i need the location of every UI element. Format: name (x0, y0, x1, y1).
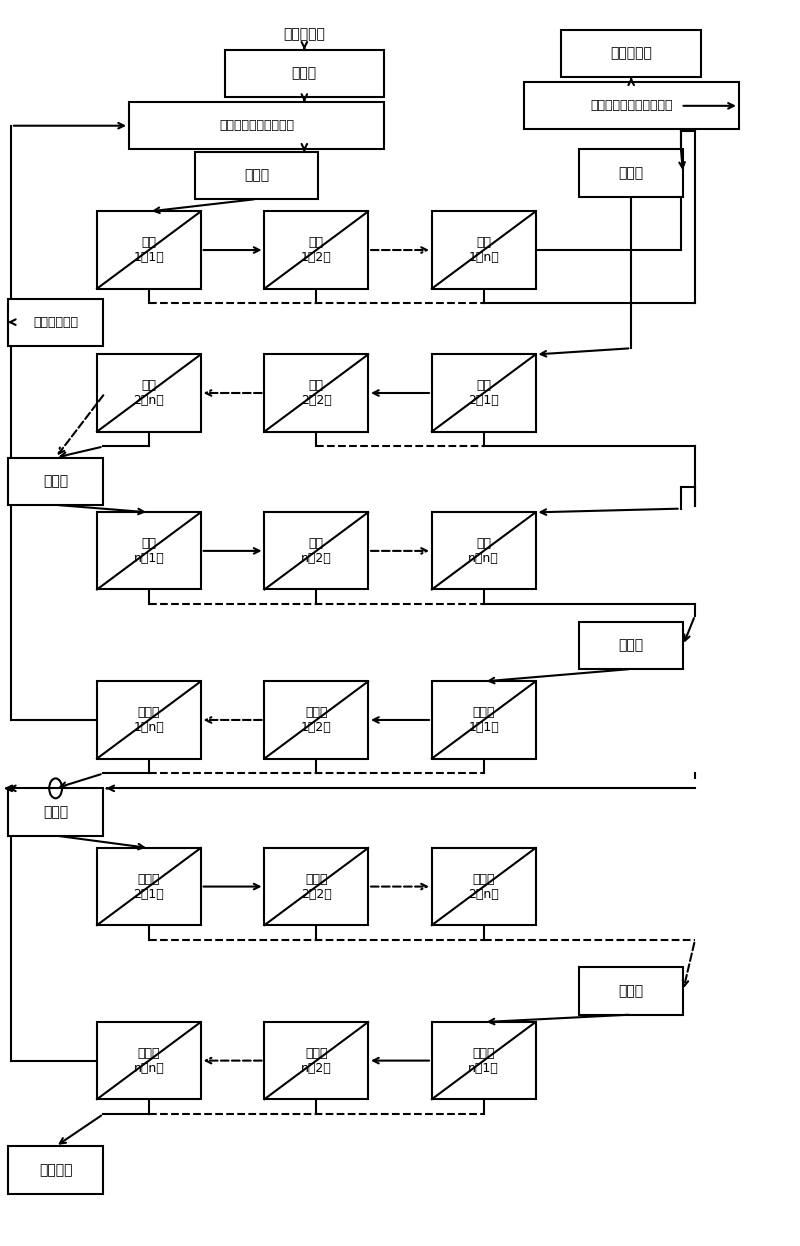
FancyBboxPatch shape (265, 849, 368, 925)
FancyBboxPatch shape (194, 152, 318, 199)
Text: 预处理: 预处理 (292, 66, 317, 81)
FancyBboxPatch shape (8, 299, 103, 345)
Text: 纳滤
n级1段: 纳滤 n级1段 (134, 537, 164, 564)
FancyBboxPatch shape (225, 50, 384, 97)
FancyBboxPatch shape (97, 682, 201, 759)
Text: 反渗透
n级2段: 反渗透 n级2段 (301, 1047, 332, 1074)
Text: 高压泵: 高压泵 (244, 168, 269, 182)
Text: 纳滤
n级2段: 纳滤 n级2段 (301, 537, 332, 564)
FancyBboxPatch shape (579, 150, 683, 197)
FancyBboxPatch shape (265, 682, 368, 759)
Text: 无水硫酸钠: 无水硫酸钠 (610, 46, 652, 61)
FancyBboxPatch shape (432, 682, 535, 759)
Text: 纳滤
2级n段: 纳滤 2级n段 (134, 379, 164, 407)
Text: 反渗透
n级n段: 反渗透 n级n段 (134, 1047, 164, 1074)
FancyBboxPatch shape (265, 512, 368, 589)
FancyBboxPatch shape (97, 512, 201, 589)
Text: 纳滤
1级n段: 纳滤 1级n段 (468, 235, 499, 264)
Text: 反渗透浓缩液: 反渗透浓缩液 (33, 315, 78, 329)
FancyBboxPatch shape (432, 849, 535, 925)
Text: 反渗透
2级n段: 反渗透 2级n段 (468, 872, 499, 901)
FancyBboxPatch shape (579, 622, 683, 669)
FancyBboxPatch shape (562, 30, 701, 77)
FancyBboxPatch shape (432, 1022, 535, 1099)
FancyBboxPatch shape (265, 212, 368, 289)
Text: 高压泵: 高压泵 (618, 638, 644, 653)
Text: 高压泵: 高压泵 (618, 166, 644, 179)
FancyBboxPatch shape (579, 967, 683, 1014)
FancyBboxPatch shape (265, 1022, 368, 1099)
Text: 硫酸钠废水: 硫酸钠废水 (283, 26, 326, 41)
Text: 纳滤
n级n段: 纳滤 n级n段 (468, 537, 499, 564)
Text: 纳滤
1级2段: 纳滤 1级2段 (301, 235, 332, 264)
FancyBboxPatch shape (432, 212, 535, 289)
FancyBboxPatch shape (97, 212, 201, 289)
Text: 反渗透
1级1段: 反渗透 1级1段 (468, 706, 499, 734)
Text: 纳滤
1级1段: 纳滤 1级1段 (134, 235, 164, 264)
Text: 高压泵: 高压泵 (618, 984, 644, 998)
Text: 反渗透
2级2段: 反渗透 2级2段 (301, 872, 332, 901)
FancyBboxPatch shape (129, 102, 384, 150)
Text: 预处理后的硫酸钠原液: 预处理后的硫酸钠原液 (219, 120, 294, 132)
FancyBboxPatch shape (432, 354, 535, 431)
Text: 反渗透
1级2段: 反渗透 1级2段 (301, 706, 332, 734)
FancyBboxPatch shape (432, 512, 535, 589)
Text: 高压泵: 高压泵 (43, 475, 68, 488)
Text: 纳滤
2级1段: 纳滤 2级1段 (468, 379, 499, 407)
Text: 纳滤浓缩液多效蒸发结晶: 纳滤浓缩液多效蒸发结晶 (590, 100, 673, 112)
FancyBboxPatch shape (523, 82, 739, 130)
Text: 反渗透
n级1段: 反渗透 n级1段 (468, 1047, 499, 1074)
FancyBboxPatch shape (97, 1022, 201, 1099)
Text: 高压泵: 高压泵 (43, 805, 68, 819)
Text: 纳滤
2级2段: 纳滤 2级2段 (301, 379, 332, 407)
Text: 反渗透
1级n段: 反渗透 1级n段 (134, 706, 164, 734)
FancyBboxPatch shape (8, 1146, 103, 1194)
FancyBboxPatch shape (97, 354, 201, 431)
FancyBboxPatch shape (8, 789, 103, 836)
Text: 反渗透
2级1段: 反渗透 2级1段 (134, 872, 164, 901)
Text: 产水回用: 产水回用 (39, 1163, 72, 1177)
FancyBboxPatch shape (265, 354, 368, 431)
FancyBboxPatch shape (97, 849, 201, 925)
FancyBboxPatch shape (8, 457, 103, 505)
